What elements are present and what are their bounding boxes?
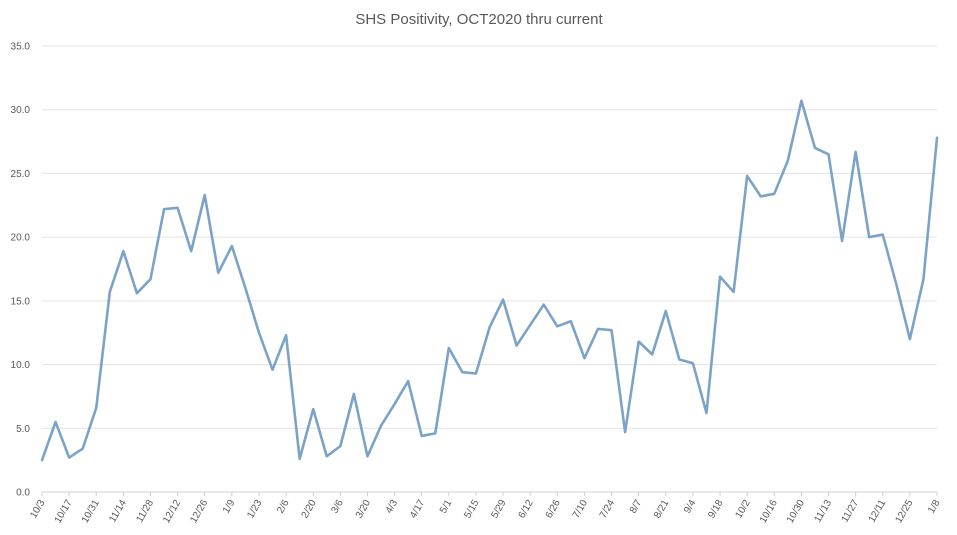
x-tick-label: 9/18 <box>706 498 725 521</box>
y-tick-label: 10.0 <box>11 360 31 371</box>
y-tick-label: 0.0 <box>16 488 30 499</box>
x-tick-label: 2/20 <box>300 498 319 521</box>
y-tick-label: 20.0 <box>11 233 31 244</box>
x-tick-label: 3/20 <box>354 498 373 521</box>
x-tick-label: 7/24 <box>598 498 617 521</box>
x-tick-label: 4/17 <box>408 498 427 521</box>
series-line <box>40 99 939 462</box>
x-tick-label: 9/4 <box>682 498 699 516</box>
x-tick-label: 3/6 <box>329 498 346 516</box>
grid-lines <box>42 45 937 493</box>
x-tick-label: 10/3 <box>28 498 47 521</box>
x-tick-label: 11/14 <box>107 498 129 525</box>
x-tick-label: 10/31 <box>80 498 102 526</box>
x-tick-label: 2/6 <box>275 498 292 516</box>
x-tick-label: 12/11 <box>867 498 889 525</box>
x-axis: 10/3 10/17 10/31 11/14 11/28 12/12 12/26 1/9 1/2… <box>28 492 943 526</box>
x-tick-label: 12/25 <box>893 498 915 526</box>
x-tick-label: 11/27 <box>840 498 862 525</box>
x-tick-label: 12/26 <box>188 498 210 526</box>
x-tick-label: 5/1 <box>438 498 455 516</box>
y-tick-label: 30.0 <box>11 105 31 116</box>
x-tick-label: 10/16 <box>758 498 780 526</box>
x-tick-label: 6/12 <box>517 498 536 521</box>
chart-title: SHS Positivity, OCT2020 thru current <box>355 11 603 28</box>
x-tick-label: 10/30 <box>785 498 807 526</box>
x-tick-label: 10/2 <box>733 498 752 521</box>
x-tick-label: 1/9 <box>221 498 238 516</box>
x-tick-label: 8/21 <box>652 498 671 521</box>
y-tick-label: 15.0 <box>11 296 31 307</box>
x-tick-label: 7/10 <box>571 498 590 521</box>
x-tick-label: 10/17 <box>53 498 75 526</box>
x-tick-label: 11/13 <box>812 498 834 525</box>
y-axis: 0.0 5.0 10.0 15.0 20.0 25.0 30.0 35.0 <box>11 42 31 499</box>
x-tick-label: 5/29 <box>489 498 508 521</box>
series-layer <box>40 99 939 462</box>
y-tick-label: 25.0 <box>11 169 31 180</box>
x-tick-label: 6/26 <box>544 498 563 521</box>
x-tick-label: 8/7 <box>628 498 645 516</box>
x-tick-label: 4/3 <box>384 498 401 516</box>
x-tick-label: 12/12 <box>161 498 183 526</box>
x-tick-label: 11/28 <box>134 498 156 525</box>
y-tick-label: 35.0 <box>11 42 31 53</box>
x-tick-label: 1/8 <box>926 498 943 516</box>
x-tick-label: 5/15 <box>462 498 481 521</box>
y-tick-label: 5.0 <box>16 424 30 435</box>
x-tick-label: 1/23 <box>245 498 264 521</box>
